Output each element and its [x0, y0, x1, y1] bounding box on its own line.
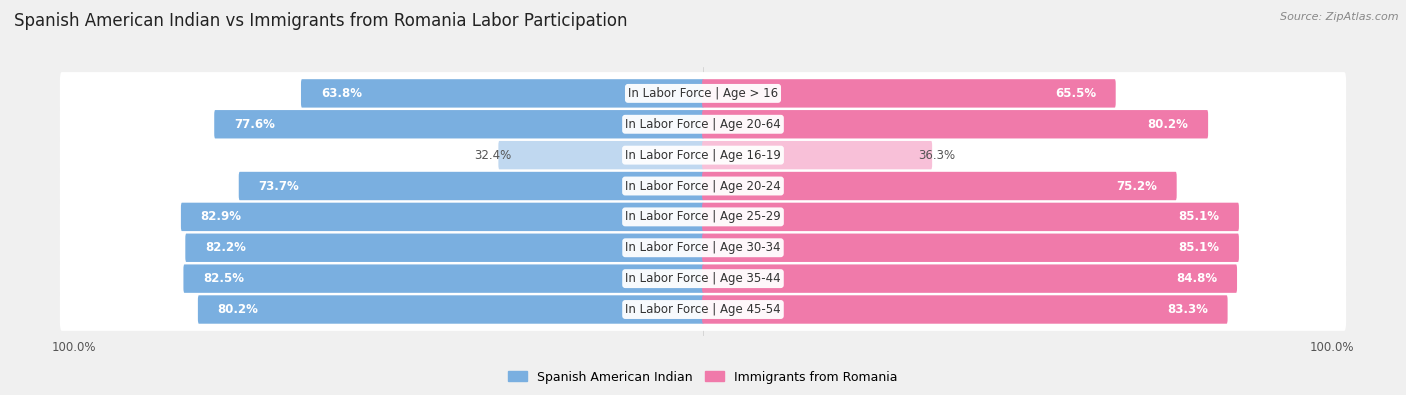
- Text: 80.2%: 80.2%: [218, 303, 259, 316]
- FancyBboxPatch shape: [702, 264, 1237, 293]
- Text: 83.3%: 83.3%: [1167, 303, 1208, 316]
- Text: 63.8%: 63.8%: [321, 87, 361, 100]
- Text: 65.5%: 65.5%: [1054, 87, 1095, 100]
- Text: 85.1%: 85.1%: [1178, 241, 1219, 254]
- FancyBboxPatch shape: [186, 233, 704, 262]
- Text: Source: ZipAtlas.com: Source: ZipAtlas.com: [1281, 12, 1399, 22]
- FancyBboxPatch shape: [702, 110, 1208, 139]
- Text: 82.9%: 82.9%: [201, 211, 242, 224]
- Text: 32.4%: 32.4%: [475, 149, 512, 162]
- FancyBboxPatch shape: [60, 257, 1346, 300]
- FancyBboxPatch shape: [60, 196, 1346, 238]
- Text: In Labor Force | Age > 16: In Labor Force | Age > 16: [628, 87, 778, 100]
- Text: In Labor Force | Age 20-64: In Labor Force | Age 20-64: [626, 118, 780, 131]
- FancyBboxPatch shape: [498, 141, 704, 169]
- FancyBboxPatch shape: [60, 226, 1346, 269]
- FancyBboxPatch shape: [60, 103, 1346, 146]
- Legend: Spanish American Indian, Immigrants from Romania: Spanish American Indian, Immigrants from…: [503, 366, 903, 389]
- FancyBboxPatch shape: [60, 72, 1346, 115]
- Text: 85.1%: 85.1%: [1178, 211, 1219, 224]
- Text: 82.2%: 82.2%: [205, 241, 246, 254]
- Text: 82.5%: 82.5%: [204, 272, 245, 285]
- FancyBboxPatch shape: [301, 79, 704, 107]
- FancyBboxPatch shape: [702, 203, 1239, 231]
- FancyBboxPatch shape: [702, 141, 932, 169]
- Text: In Labor Force | Age 35-44: In Labor Force | Age 35-44: [626, 272, 780, 285]
- FancyBboxPatch shape: [183, 264, 704, 293]
- FancyBboxPatch shape: [702, 172, 1177, 200]
- Text: In Labor Force | Age 20-24: In Labor Force | Age 20-24: [626, 179, 780, 192]
- Text: In Labor Force | Age 30-34: In Labor Force | Age 30-34: [626, 241, 780, 254]
- FancyBboxPatch shape: [702, 233, 1239, 262]
- FancyBboxPatch shape: [702, 79, 1116, 107]
- FancyBboxPatch shape: [181, 203, 704, 231]
- Text: In Labor Force | Age 16-19: In Labor Force | Age 16-19: [626, 149, 780, 162]
- FancyBboxPatch shape: [239, 172, 704, 200]
- FancyBboxPatch shape: [198, 295, 704, 324]
- FancyBboxPatch shape: [60, 288, 1346, 331]
- FancyBboxPatch shape: [702, 295, 1227, 324]
- Text: 84.8%: 84.8%: [1175, 272, 1218, 285]
- Text: In Labor Force | Age 25-29: In Labor Force | Age 25-29: [626, 211, 780, 224]
- Text: 73.7%: 73.7%: [259, 179, 299, 192]
- Text: 75.2%: 75.2%: [1116, 179, 1157, 192]
- FancyBboxPatch shape: [60, 134, 1346, 177]
- Text: In Labor Force | Age 45-54: In Labor Force | Age 45-54: [626, 303, 780, 316]
- Text: Spanish American Indian vs Immigrants from Romania Labor Participation: Spanish American Indian vs Immigrants fr…: [14, 12, 627, 30]
- Text: 77.6%: 77.6%: [233, 118, 276, 131]
- Text: 80.2%: 80.2%: [1147, 118, 1188, 131]
- FancyBboxPatch shape: [214, 110, 704, 139]
- Text: 36.3%: 36.3%: [918, 149, 956, 162]
- FancyBboxPatch shape: [60, 165, 1346, 207]
